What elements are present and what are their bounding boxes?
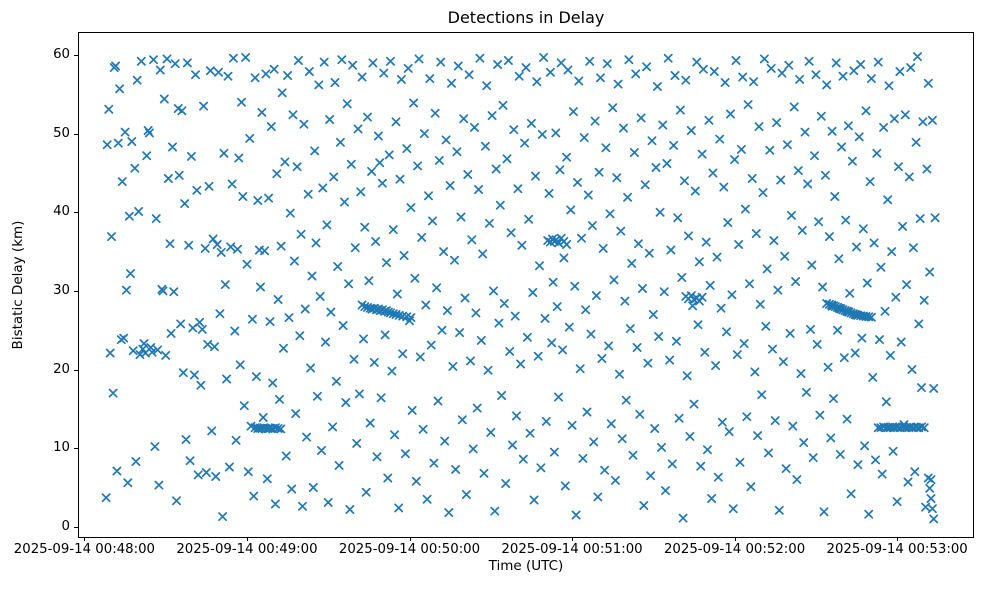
x-marker-path [101,52,940,524]
x-tick-label: 2025-09-14 00:53:00 [826,542,968,557]
x-tick-label: 2025-09-14 00:50:00 [338,542,481,557]
y-tick-label: 50 [53,125,70,141]
plot-area [78,32,974,538]
x-tick-mark [246,537,248,541]
x-tick-label: 2025-09-14 00:52:00 [663,542,806,557]
y-tick-mark [74,133,78,135]
y-tick-mark [74,212,78,214]
x-axis-label: Time (UTC) [488,558,564,574]
y-tick-label: 20 [53,361,70,377]
x-tick-mark [572,537,574,541]
x-tick-mark [734,537,736,541]
x-tick-mark [897,537,899,541]
x-tick-mark [84,537,86,541]
y-tick-mark [74,55,78,56]
y-tick-label: 0 [61,518,70,534]
x-tick-mark [409,537,411,541]
x-tick-label: 2025-09-14 00:51:00 [501,542,643,557]
y-tick-label: 60 [53,47,70,62]
y-tick-mark [74,448,78,450]
y-tick-mark [74,526,78,528]
y-tick-mark [74,369,78,371]
x-tick-label: 2025-09-14 00:49:00 [176,542,318,557]
y-tick-label: 10 [53,440,70,456]
y-tick-mark [74,290,78,292]
y-tick-label: 40 [53,204,70,220]
y-tick-label: 30 [53,282,70,298]
chart-title: Detections in Delay [447,8,605,27]
scatter-points [101,52,940,524]
x-tick-label: 2025-09-14 00:48:00 [13,542,156,557]
